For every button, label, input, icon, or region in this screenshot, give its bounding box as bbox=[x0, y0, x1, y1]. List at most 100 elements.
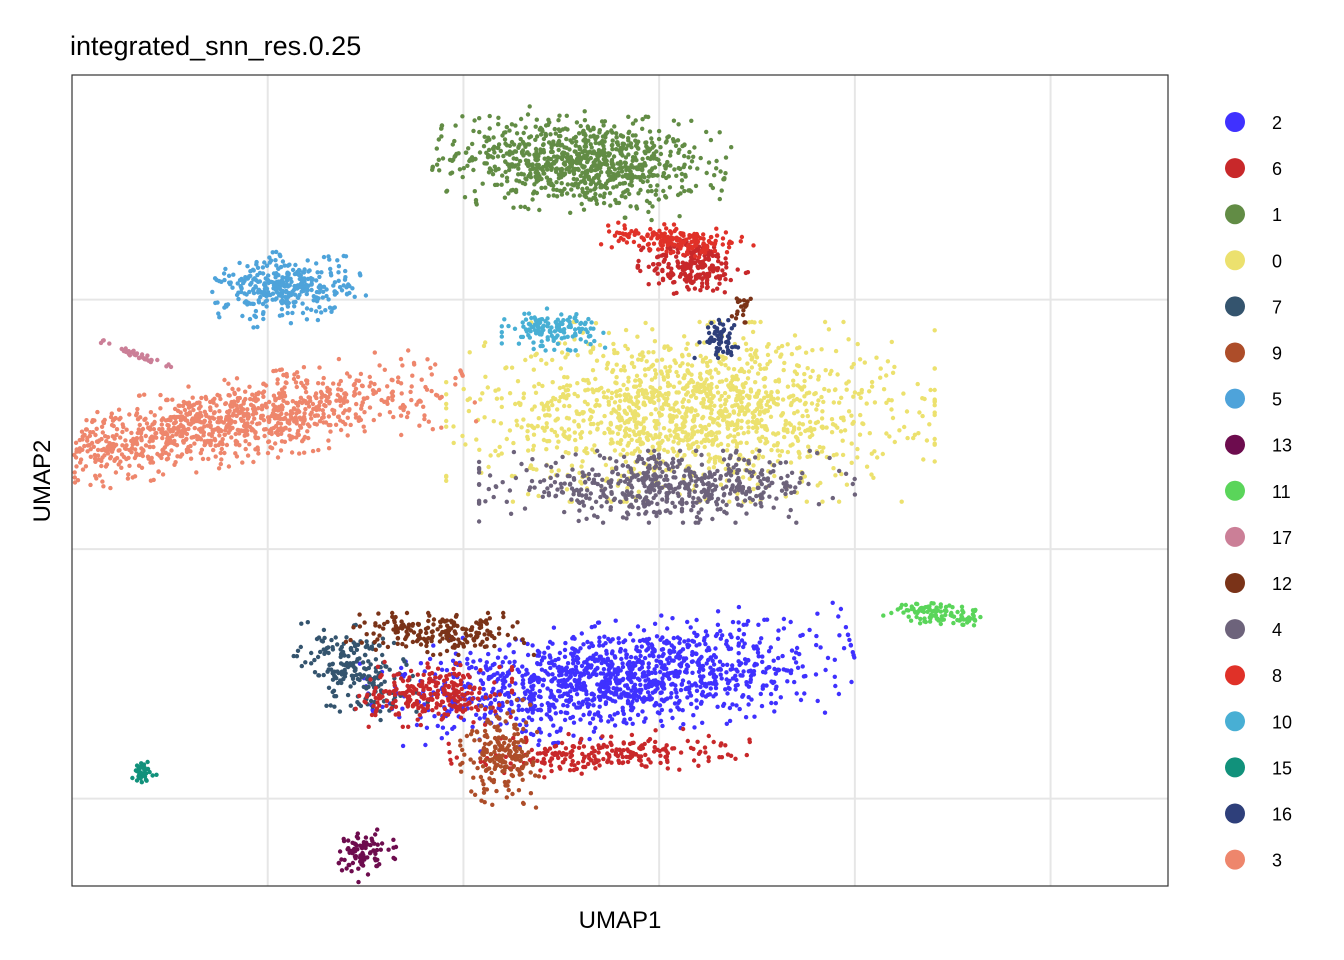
scatter-point bbox=[725, 434, 731, 440]
scatter-point bbox=[626, 165, 631, 170]
scatter-point bbox=[367, 405, 373, 410]
scatter-point bbox=[256, 406, 261, 411]
scatter-point bbox=[624, 426, 629, 431]
scatter-point bbox=[649, 411, 654, 417]
scatter-point bbox=[665, 463, 670, 468]
scatter-point bbox=[262, 282, 267, 287]
scatter-point bbox=[708, 137, 714, 143]
scatter-point bbox=[107, 341, 112, 346]
scatter-point bbox=[802, 384, 807, 389]
cluster-0-points bbox=[444, 319, 937, 504]
scatter-point bbox=[686, 287, 691, 292]
scatter-point bbox=[646, 209, 651, 215]
scatter-point bbox=[846, 337, 851, 342]
scatter-point bbox=[631, 364, 637, 370]
scatter-point bbox=[911, 435, 916, 441]
scatter-point bbox=[78, 460, 83, 465]
scatter-point bbox=[668, 510, 673, 515]
scatter-point bbox=[531, 432, 537, 437]
scatter-point bbox=[511, 205, 516, 210]
scatter-point bbox=[253, 447, 258, 452]
scatter-point bbox=[218, 461, 223, 467]
scatter-point bbox=[802, 402, 808, 407]
scatter-point bbox=[597, 403, 602, 408]
scatter-point bbox=[561, 385, 566, 390]
scatter-point bbox=[751, 463, 756, 468]
scatter-point bbox=[422, 416, 427, 422]
scatter-point bbox=[639, 440, 644, 445]
scatter-point bbox=[717, 423, 722, 428]
scatter-point bbox=[217, 409, 222, 414]
scatter-point bbox=[624, 489, 630, 494]
scatter-point bbox=[696, 520, 701, 525]
scatter-point bbox=[259, 413, 264, 419]
scatter-point bbox=[707, 397, 712, 402]
scatter-point bbox=[617, 162, 623, 167]
scatter-point bbox=[740, 475, 746, 480]
scatter-point bbox=[225, 423, 230, 428]
scatter-point bbox=[515, 379, 521, 384]
scatter-point bbox=[160, 429, 165, 435]
scatter-point bbox=[775, 389, 780, 395]
scatter-point bbox=[640, 167, 645, 172]
scatter-point bbox=[615, 350, 620, 356]
scatter-point bbox=[487, 126, 492, 131]
scatter-point bbox=[831, 466, 836, 471]
scatter-point bbox=[716, 370, 721, 375]
scatter-point bbox=[685, 433, 690, 438]
scatter-point bbox=[460, 174, 465, 180]
scatter-point bbox=[557, 385, 563, 391]
scatter-point bbox=[734, 373, 739, 379]
scatter-point bbox=[588, 326, 593, 331]
scatter-point bbox=[327, 391, 333, 396]
scatter-point bbox=[743, 341, 749, 346]
scatter-point bbox=[498, 148, 503, 154]
scatter-point bbox=[840, 438, 845, 443]
scatter-point bbox=[813, 672, 819, 677]
scatter-point bbox=[649, 217, 654, 223]
scatter-point bbox=[720, 486, 726, 491]
scatter-point bbox=[513, 123, 518, 128]
scatter-point bbox=[668, 407, 673, 412]
scatter-point bbox=[695, 166, 700, 171]
scatter-point bbox=[341, 253, 346, 259]
scatter-point bbox=[694, 448, 699, 453]
scatter-point bbox=[734, 448, 739, 453]
scatter-point bbox=[508, 511, 514, 516]
scatter-point bbox=[672, 167, 677, 172]
scatter-point bbox=[302, 267, 307, 272]
scatter-point bbox=[753, 359, 758, 365]
scatter-point bbox=[543, 123, 549, 128]
scatter-point bbox=[500, 480, 505, 485]
scatter-point bbox=[232, 390, 237, 395]
scatter-point bbox=[887, 434, 892, 439]
scatter-point bbox=[368, 380, 374, 385]
scatter-point bbox=[460, 433, 465, 439]
scatter-point bbox=[716, 317, 722, 323]
scatter-point bbox=[216, 429, 221, 434]
scatter-point bbox=[230, 285, 235, 290]
scatter-point bbox=[741, 431, 746, 436]
scatter-point bbox=[924, 438, 930, 443]
scatter-point bbox=[582, 118, 588, 123]
scatter-point bbox=[321, 375, 326, 381]
scatter-point bbox=[819, 347, 824, 352]
scatter-point bbox=[538, 166, 543, 171]
scatter-point bbox=[726, 318, 731, 323]
scatter-point bbox=[200, 456, 206, 462]
scatter-point bbox=[705, 437, 710, 442]
scatter-point bbox=[656, 136, 662, 142]
scatter-point bbox=[112, 436, 117, 441]
scatter-point bbox=[461, 386, 466, 392]
scatter-point bbox=[509, 122, 515, 127]
scatter-point bbox=[120, 443, 125, 448]
scatter-point bbox=[463, 150, 469, 155]
scatter-point bbox=[686, 352, 692, 358]
scatter-point bbox=[513, 149, 519, 154]
scatter-point bbox=[623, 431, 629, 436]
scatter-point bbox=[706, 330, 712, 336]
scatter-point bbox=[652, 388, 657, 393]
scatter-point bbox=[589, 168, 595, 173]
scatter-point bbox=[682, 277, 688, 282]
scatter-point bbox=[559, 312, 564, 317]
